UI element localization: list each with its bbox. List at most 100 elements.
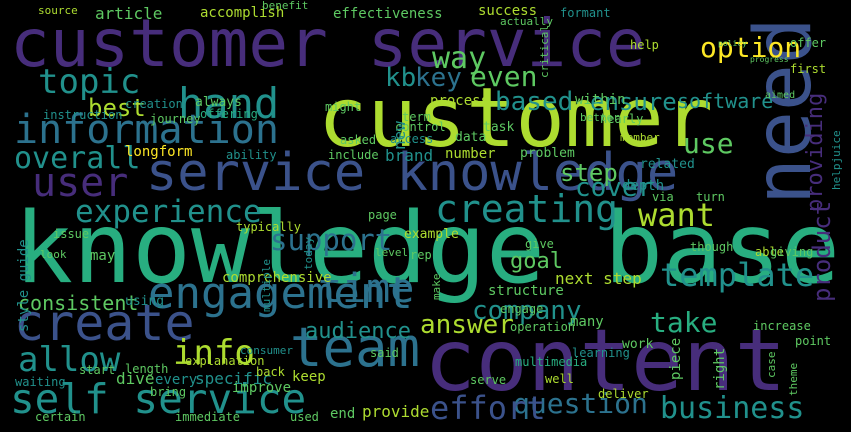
word: service knowledge [146,143,678,203]
word: said [370,346,399,360]
word: immediate [175,410,240,424]
word: software [677,89,773,113]
word: way [432,41,486,76]
word: actually [500,15,553,28]
word: structure [488,283,564,299]
word: comprehensive [222,270,332,286]
word: back [256,365,286,379]
word: case [765,352,778,379]
word: look [40,248,67,261]
word: many [570,314,604,330]
word: number [445,146,496,162]
word: create [14,294,195,352]
word: giving [770,245,813,259]
word: first [790,62,826,76]
word: policy [718,39,747,48]
word: length [125,362,168,376]
word: used [290,410,319,424]
word: issue [53,227,89,241]
word: process [430,93,489,109]
word: via [652,190,674,204]
word: theme [787,363,800,396]
word: helpjuice [830,130,843,190]
word: every [155,372,197,388]
word: content [424,311,786,411]
word: step [560,159,618,187]
word: aimed [765,90,795,101]
word: within [575,92,626,108]
word: access [390,132,433,146]
word: information [14,107,279,153]
word: deliver [598,387,649,401]
word: member [620,131,660,144]
word: level [375,246,408,259]
word: next step [555,269,642,288]
word: may [90,248,115,264]
word: learning [572,346,630,360]
word: consistent [18,291,138,315]
word: ensure [590,88,677,116]
word: want [638,196,715,234]
word: article [95,4,162,23]
word: start [79,363,115,377]
word: engage [500,302,543,316]
word: key [415,63,462,93]
word: creation [125,97,183,111]
word: allow [18,340,121,380]
word: source [38,4,78,17]
word: offering [200,107,258,121]
word: better [580,111,620,124]
word: use [683,127,734,160]
word: cover [575,173,653,203]
word: ability [226,148,277,162]
word: rep [410,248,432,262]
word: option [700,31,801,64]
word: increase [753,319,811,333]
word: related [640,157,695,172]
word: formant [560,6,611,20]
word: page [368,208,397,222]
word: serve [470,373,506,387]
word: effort [430,389,546,427]
word: though [690,240,733,254]
word: journey [150,112,201,126]
word: include [328,148,379,162]
word: benefit [262,0,308,12]
word: progress [750,55,789,64]
word: new [390,121,409,150]
word: time [318,266,414,312]
word: task [483,120,514,135]
word: problem [520,146,575,161]
word: even [470,60,537,93]
word: using [125,294,164,309]
word: team [290,316,420,379]
word: style guide [16,239,32,332]
word: overall [14,141,140,176]
word: piece [668,338,684,380]
word: explanation [185,354,264,368]
word: need [739,17,829,205]
word: right [712,348,728,390]
word: point [795,334,831,348]
word: operation [510,320,575,334]
word: give [525,237,554,251]
word: customer service [10,5,646,82]
word: template [660,256,814,294]
word: end [330,406,355,422]
word: help [630,38,659,52]
word: customer [318,71,713,166]
word: brand [385,146,433,165]
word: topic [38,62,140,102]
word: experience [75,194,262,230]
word: based [495,87,573,117]
word: example [404,227,459,242]
word: self service [10,375,306,423]
word: answer [420,310,514,340]
word: depth [622,178,664,194]
word: engagement [148,268,413,319]
word: effectiveness [333,6,443,22]
word: work [622,337,653,352]
word: creating [435,187,618,231]
word: bring [150,385,186,399]
